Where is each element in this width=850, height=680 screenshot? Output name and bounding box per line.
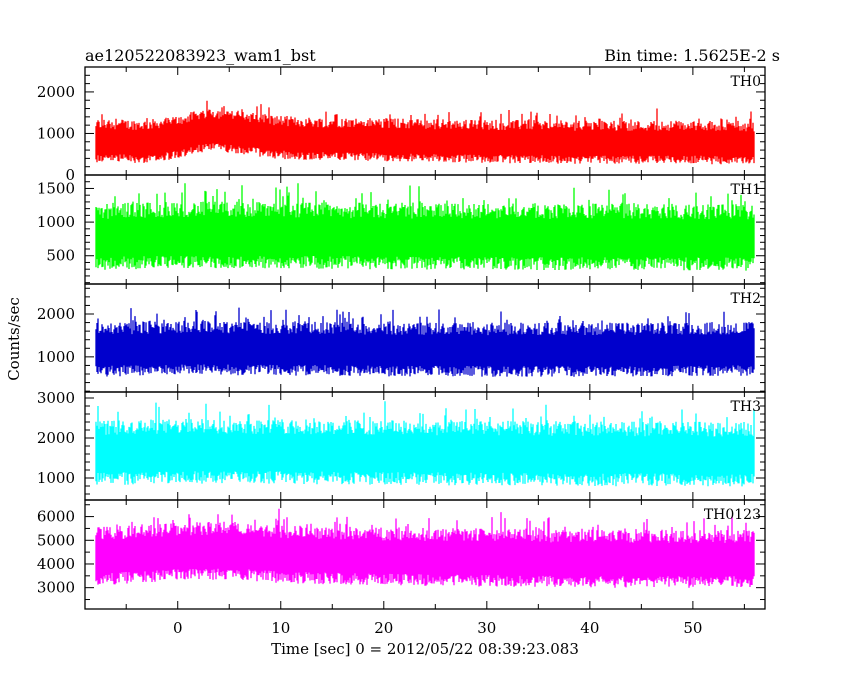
y-tick-label: 1000 xyxy=(37,469,75,487)
y-tick-label: 2000 xyxy=(37,305,75,323)
panel-label: TH0123 xyxy=(704,507,761,523)
bin-time-label: Bin time: 1.5625E-2 s xyxy=(604,46,780,65)
y-tick-label: 4000 xyxy=(37,555,75,573)
series-th3 xyxy=(95,401,755,487)
series-th0 xyxy=(95,100,755,165)
panel-label: TH1 xyxy=(731,182,761,198)
y-tick-label: 1000 xyxy=(37,348,75,366)
y-tick-label: 1000 xyxy=(37,213,75,231)
y-tick-label: 500 xyxy=(46,247,75,265)
panel-th0: 0 1000 2000 TH0 xyxy=(37,66,766,184)
series-th0123 xyxy=(95,508,755,588)
series-th1 xyxy=(95,183,755,271)
chart-title: ae120522083923_wam1_bst xyxy=(85,46,316,65)
x-tick-label: 10 xyxy=(271,619,290,637)
panel-th2: 1000 2000 TH2 xyxy=(37,283,766,393)
series-th2 xyxy=(95,307,755,377)
x-axis: 0 10 20 30 40 50 xyxy=(173,619,702,637)
x-tick-label: 20 xyxy=(374,619,393,637)
x-tick-label: 50 xyxy=(683,619,702,637)
panel-label: TH3 xyxy=(731,399,761,415)
x-tick-label: 40 xyxy=(580,619,599,637)
x-axis-label: Time [sec] 0 = 2012/05/22 08:39:23.083 xyxy=(271,640,579,658)
panel-label: TH0 xyxy=(731,74,761,90)
panel-frame xyxy=(84,499,766,610)
y-tick-label: 2000 xyxy=(37,83,75,101)
y-tick-label: 3000 xyxy=(37,579,75,597)
y-tick-label: 6000 xyxy=(37,508,75,526)
y-tick-label: 5000 xyxy=(37,531,75,549)
panel-th3: 1000 2000 3000 TH3 xyxy=(37,389,766,501)
panel-th1: 500 1000 1500 TH1 xyxy=(37,174,766,285)
y-tick-label: 1000 xyxy=(37,124,75,142)
y-tick-label: 1500 xyxy=(37,179,75,197)
x-tick-label: 0 xyxy=(173,619,183,637)
y-tick-label: 0 xyxy=(65,166,75,184)
panel-th0123: 3000 4000 5000 6000 TH0123 xyxy=(37,499,766,610)
y-axis-label: Counts/sec xyxy=(5,297,23,381)
y-tick-label: 2000 xyxy=(37,429,75,447)
y-tick-label: 3000 xyxy=(37,389,75,407)
panel-label: TH2 xyxy=(731,291,761,307)
x-tick-label: 30 xyxy=(477,619,496,637)
